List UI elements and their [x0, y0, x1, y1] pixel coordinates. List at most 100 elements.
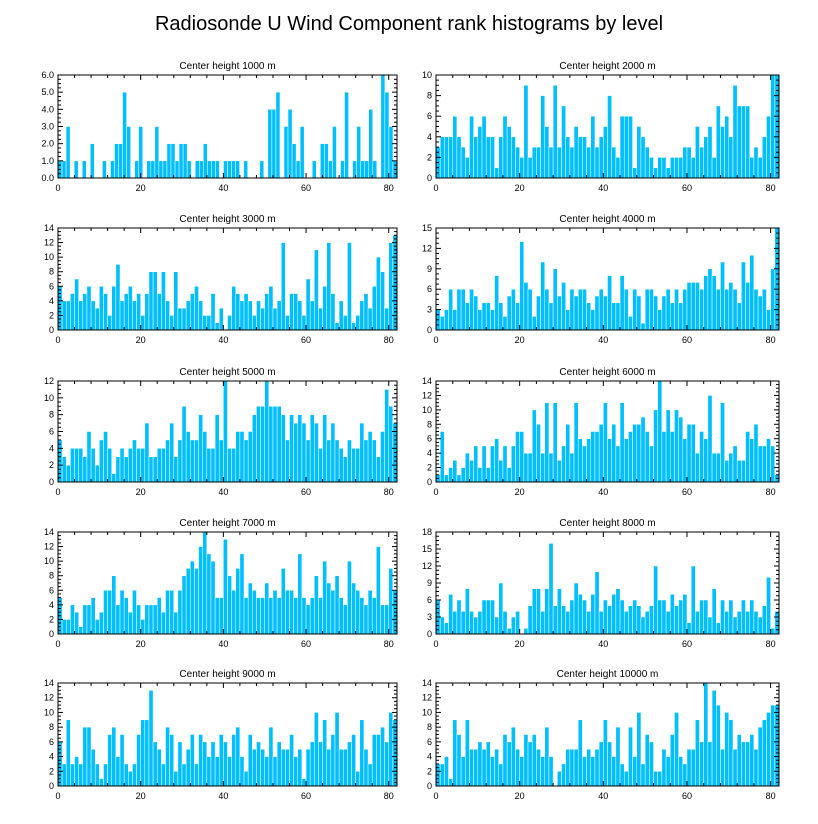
bar — [330, 293, 336, 331]
bar — [590, 115, 596, 179]
bar — [682, 594, 688, 635]
bar — [615, 302, 621, 331]
bar — [707, 395, 713, 483]
bar — [603, 719, 608, 787]
bar — [363, 293, 369, 331]
bar — [272, 307, 278, 331]
bar — [235, 160, 240, 179]
x-tick-label: 80 — [766, 487, 776, 497]
bar — [628, 726, 633, 787]
bar — [291, 143, 297, 179]
bar — [203, 143, 208, 179]
y-tick-label: 0 — [427, 629, 432, 639]
bar — [338, 300, 344, 331]
bar — [198, 546, 203, 635]
bar — [703, 682, 709, 787]
bar — [577, 438, 583, 483]
bar — [674, 157, 679, 179]
bar — [548, 146, 554, 179]
bar — [477, 467, 483, 483]
y-tick-label: 14 — [44, 223, 54, 233]
bar — [194, 160, 200, 179]
bar — [78, 448, 84, 483]
bar — [485, 467, 491, 483]
bar — [506, 467, 512, 483]
bar — [686, 622, 692, 635]
bar — [169, 315, 174, 331]
bar — [649, 445, 654, 483]
bar — [148, 456, 154, 483]
bar — [371, 597, 377, 635]
y-tick-label: 10 — [44, 556, 54, 566]
bar — [371, 734, 377, 787]
y-tick-label: 2 — [49, 310, 54, 320]
bar — [276, 300, 282, 331]
bar — [523, 85, 529, 179]
bar — [123, 293, 129, 331]
bar — [598, 741, 604, 787]
bar — [649, 288, 654, 331]
y-tick-label: 4.0 — [41, 104, 54, 114]
bar — [318, 741, 323, 787]
bar — [347, 560, 352, 635]
y-tick-label: 14 — [44, 678, 54, 688]
bar — [523, 452, 529, 483]
bar — [481, 302, 487, 331]
bar — [707, 616, 713, 635]
y-tick-label: 6 — [49, 737, 54, 747]
bar — [297, 414, 303, 483]
bar — [527, 157, 533, 179]
bar — [674, 712, 679, 787]
bar — [158, 160, 164, 179]
bar — [107, 590, 112, 635]
panel-2: Center height 2000 m 0 20 40 60 80 0 2 4 6 8 10 — [422, 61, 780, 193]
y-tick-label: 12 — [422, 243, 432, 253]
y-tick-label: 12 — [44, 376, 54, 386]
bar — [690, 282, 696, 331]
bar — [347, 242, 352, 331]
bar — [511, 288, 516, 331]
bar — [376, 734, 381, 787]
bar — [498, 302, 504, 331]
y-tick-label: 0 — [427, 781, 432, 791]
bar — [272, 406, 278, 483]
bar — [716, 704, 721, 787]
bar — [174, 160, 180, 179]
bar — [289, 293, 294, 331]
bar — [465, 452, 470, 483]
x-tick-label: 0 — [55, 487, 60, 497]
bar — [515, 146, 520, 179]
x-tick-label: 40 — [218, 487, 228, 497]
bar — [328, 160, 333, 179]
panel-title: Center height 2000 m — [559, 61, 655, 72]
bar — [190, 560, 195, 635]
x-tick-label: 80 — [766, 335, 776, 345]
bar — [115, 756, 121, 787]
panel-title: Center height 1000 m — [179, 61, 275, 72]
bar — [586, 302, 592, 331]
bar — [293, 422, 299, 483]
bar — [577, 594, 583, 635]
bar — [138, 126, 144, 179]
bar — [732, 748, 738, 787]
bar — [223, 380, 228, 483]
bar — [301, 778, 307, 787]
x-tick-label: 40 — [598, 639, 608, 649]
bar — [343, 604, 348, 635]
bar — [150, 160, 156, 179]
y-tick-label: 8 — [49, 722, 54, 732]
bar — [285, 748, 290, 787]
bar — [90, 143, 95, 179]
bar — [753, 748, 759, 787]
bar — [166, 143, 172, 179]
bar — [745, 611, 750, 635]
bar — [699, 288, 704, 331]
bar — [544, 402, 550, 483]
bar — [268, 286, 274, 331]
bar — [144, 422, 150, 483]
bar — [81, 160, 87, 179]
bar — [136, 734, 141, 787]
bar — [123, 456, 129, 483]
bar — [268, 406, 274, 483]
x-tick-label: 60 — [682, 183, 692, 193]
